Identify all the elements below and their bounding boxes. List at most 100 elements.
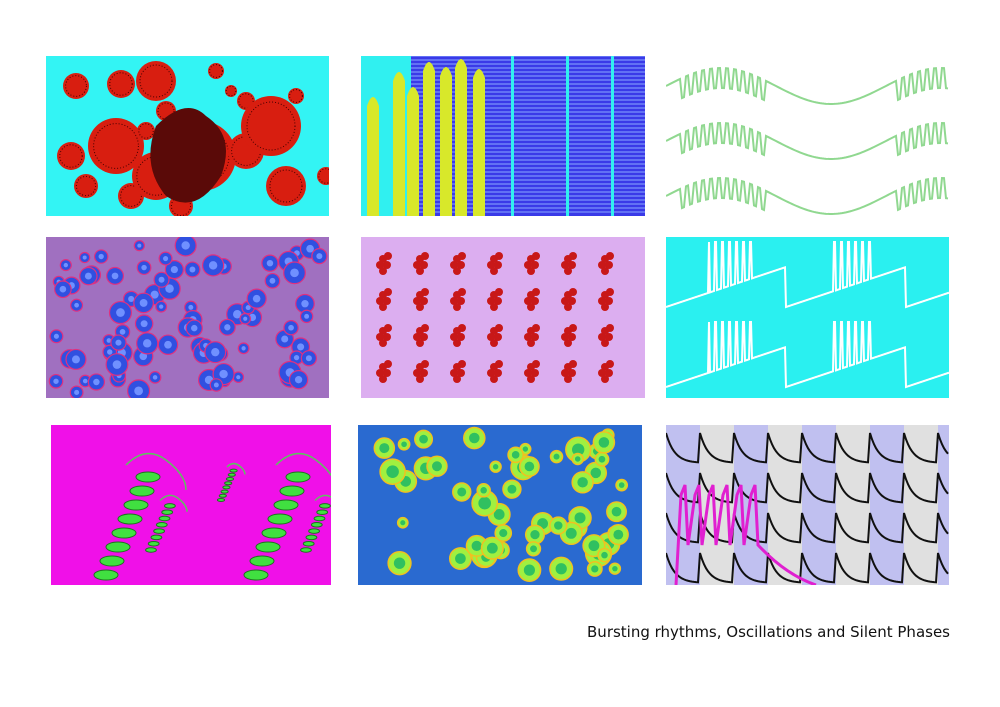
protein-blob: [568, 297, 576, 305]
sphere-texture: [65, 75, 87, 97]
protein-blob: [450, 369, 458, 377]
nucleus: [554, 521, 563, 530]
protein-blob: [458, 324, 466, 332]
nucleus: [191, 324, 198, 332]
nucleus: [243, 316, 248, 321]
protein-blob: [487, 369, 495, 377]
nucleus: [523, 564, 535, 576]
nucleus: [478, 496, 492, 510]
protein-blob: [413, 261, 421, 269]
nucleus: [170, 265, 178, 274]
helix-turn: [249, 555, 275, 567]
sphere-texture: [75, 175, 97, 197]
caption: Bursting rhythms, Oscillations and Silen…: [587, 623, 950, 641]
protein-blob: [379, 267, 387, 275]
nucleus: [530, 545, 537, 553]
protein-blob: [490, 375, 498, 383]
helix-turn: [310, 522, 323, 528]
protein-blob: [564, 339, 572, 347]
nucleus: [63, 262, 69, 268]
helix-turn: [111, 527, 137, 539]
protein-blob: [490, 267, 498, 275]
protein-blob: [561, 369, 569, 377]
protein-blob: [527, 339, 535, 347]
helix-turn: [117, 513, 143, 525]
protein-blob: [379, 339, 387, 347]
helix-turn: [147, 540, 160, 547]
protein-blob: [383, 297, 391, 305]
helix-turn: [105, 541, 131, 553]
nucleus: [139, 299, 148, 307]
sphere-texture: [93, 123, 139, 169]
helix-turn: [285, 471, 311, 483]
helix-turn: [153, 528, 165, 534]
protein-blob: [524, 297, 532, 305]
helix-turn: [220, 489, 229, 494]
nucleus: [297, 343, 305, 351]
protein-blob: [384, 324, 392, 332]
nucleus: [507, 484, 517, 494]
nucleus: [492, 464, 499, 470]
nucleus: [74, 302, 79, 308]
sphere-texture: [238, 93, 254, 109]
protein-blob: [531, 333, 539, 341]
helix-turn: [218, 493, 227, 498]
panel-green-helices: [51, 425, 331, 585]
nucleus: [53, 378, 59, 384]
nucleus: [266, 259, 274, 267]
helix-turn: [267, 513, 293, 525]
helix-turn: [255, 541, 281, 553]
protein-blob: [490, 339, 498, 347]
wave: [666, 432, 949, 464]
wave: [666, 552, 949, 584]
sphere: [208, 63, 224, 79]
nucleus: [208, 261, 218, 270]
nucleus: [598, 437, 610, 448]
helix-turn: [135, 471, 161, 483]
spike: [440, 67, 452, 216]
nucleus: [618, 482, 625, 488]
spike: [367, 97, 379, 216]
protein-blob: [384, 288, 392, 296]
sphere: [288, 88, 304, 104]
protein-blob: [561, 261, 569, 269]
nucleus: [224, 324, 231, 331]
spike: [407, 87, 419, 216]
nucleus: [471, 540, 482, 552]
nucleus: [419, 434, 428, 444]
panel-red-spheres: [46, 56, 329, 216]
protein-blob: [527, 303, 535, 311]
nucleus: [163, 255, 169, 262]
nucleus: [577, 477, 588, 488]
protein-blob: [601, 267, 609, 275]
nucleus: [530, 529, 540, 540]
protein-blob: [494, 261, 502, 269]
helix-turn: [224, 481, 233, 486]
protein-blob: [457, 333, 465, 341]
nucleus: [281, 335, 289, 343]
nucleus: [139, 352, 148, 361]
stripe-divider: [511, 56, 514, 216]
nucleus: [119, 329, 126, 335]
panel-white-bursts: [666, 237, 949, 398]
nucleus: [140, 320, 148, 328]
helix-turn: [243, 569, 269, 581]
spike: [455, 59, 467, 216]
nucleus: [598, 455, 606, 463]
coil: [125, 452, 187, 491]
panel-black-waves: [666, 425, 949, 585]
helix-turn: [279, 485, 305, 497]
protein-blob: [413, 297, 421, 305]
protein-blob: [524, 369, 532, 377]
nucleus: [288, 324, 294, 331]
panel-green-waves: [666, 56, 949, 216]
helix-turn: [161, 509, 174, 515]
nucleus: [213, 382, 219, 388]
protein-blob: [598, 333, 606, 341]
nucleus: [241, 346, 246, 351]
protein-blob: [605, 369, 613, 377]
protein-blob: [376, 333, 384, 341]
nucleus: [294, 376, 303, 384]
protein-blob: [605, 261, 613, 269]
helix-turn: [305, 534, 318, 541]
